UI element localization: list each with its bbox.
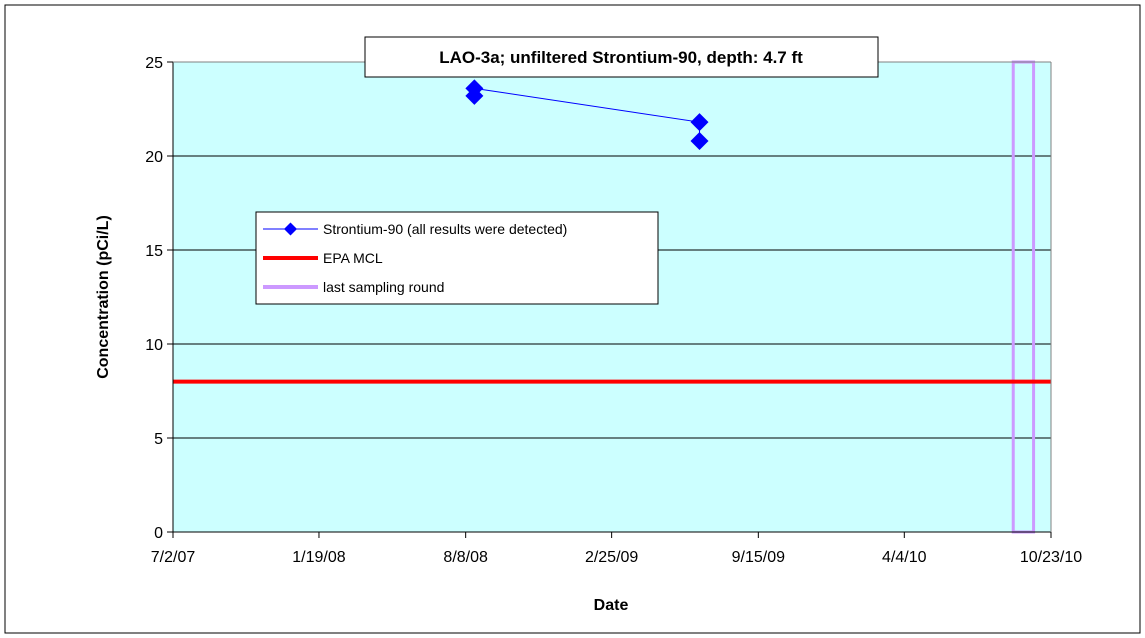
x-tick-label: 7/2/07	[151, 549, 196, 566]
data-point-diamond	[690, 131, 709, 150]
x-tick-label: 1/19/08	[292, 549, 345, 566]
data-point-diamond	[465, 79, 484, 98]
x-tick-label: 10/23/10	[1020, 549, 1082, 566]
x-tick-labels: 7/2/07 1/19/08 8/8/08 2/25/09 9/15/09 4/4/10 1…	[151, 532, 1082, 566]
y-tick-label: 15	[145, 243, 163, 260]
legend-label-epa-mcl: EPA MCL	[323, 250, 383, 266]
legend-label-last-sampling-round: last sampling round	[323, 279, 444, 295]
y-tick-labels: 0 5 10 15 20 25	[145, 55, 173, 542]
x-tick-label: 9/15/09	[732, 549, 785, 566]
x-tick-label: 4/4/10	[882, 549, 927, 566]
chart-title: LAO-3a; unfiltered Strontium-90, depth: …	[439, 48, 803, 67]
y-axis-label: Concentration (pCi/L)	[95, 215, 112, 379]
y-tick-label: 20	[145, 149, 163, 166]
x-tick-label: 8/8/08	[443, 549, 488, 566]
strontium-90-series	[465, 79, 709, 150]
legend: Strontium-90 (all results were detected)…	[255, 211, 659, 305]
y-tick-label: 10	[145, 337, 163, 354]
y-tick-label: 0	[154, 525, 163, 542]
y-tick-label: 25	[145, 55, 163, 72]
legend-box	[255, 211, 659, 305]
y-tick-label: 5	[154, 431, 163, 448]
legend-diamond-marker	[284, 222, 297, 236]
data-point-diamond	[690, 113, 709, 132]
legend-label-strontium-90: Strontium-90 (all results were detected)	[323, 221, 567, 237]
x-tick-label: 2/25/09	[585, 549, 638, 566]
chart-title-box: LAO-3a; unfiltered Strontium-90, depth: …	[364, 36, 879, 78]
x-axis-label: Date	[594, 597, 629, 614]
